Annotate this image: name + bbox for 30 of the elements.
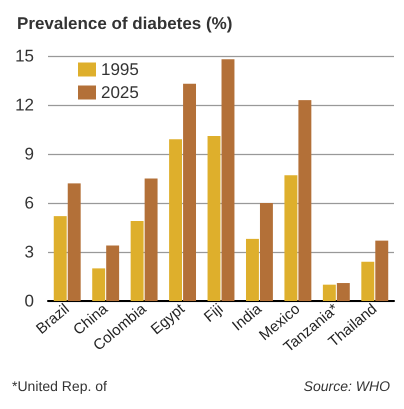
bar bbox=[298, 100, 312, 301]
bar bbox=[183, 84, 196, 301]
y-tick-label: 15 bbox=[15, 46, 34, 66]
bar bbox=[336, 283, 350, 301]
bar bbox=[68, 183, 81, 301]
bar bbox=[246, 238, 259, 301]
bar bbox=[322, 284, 336, 301]
bar bbox=[54, 216, 67, 301]
legend-label: 1995 bbox=[101, 60, 139, 79]
text: *United Rep. of bbox=[12, 378, 108, 394]
y-tick-label: 3 bbox=[24, 242, 34, 262]
y-tick-label: 0 bbox=[24, 292, 34, 310]
bar bbox=[106, 245, 120, 301]
bar bbox=[260, 203, 273, 301]
bar bbox=[130, 220, 144, 301]
chart-title: Prevalence of diabetes (%) bbox=[17, 14, 232, 33]
bar bbox=[144, 178, 158, 301]
bar bbox=[92, 268, 106, 301]
bar bbox=[375, 240, 388, 301]
bar bbox=[222, 59, 234, 301]
y-tick-label: 9 bbox=[24, 144, 34, 164]
bar bbox=[208, 136, 220, 301]
bar bbox=[361, 262, 374, 301]
bar bbox=[284, 175, 298, 301]
source-note: Source: WHO bbox=[304, 378, 390, 394]
y-tick-label: 12 bbox=[15, 96, 34, 114]
y-tick-label: 6 bbox=[24, 194, 34, 212]
bar bbox=[169, 139, 182, 301]
legend-label: 2025 bbox=[101, 83, 139, 102]
x-tick-label: Fiji bbox=[200, 300, 226, 326]
